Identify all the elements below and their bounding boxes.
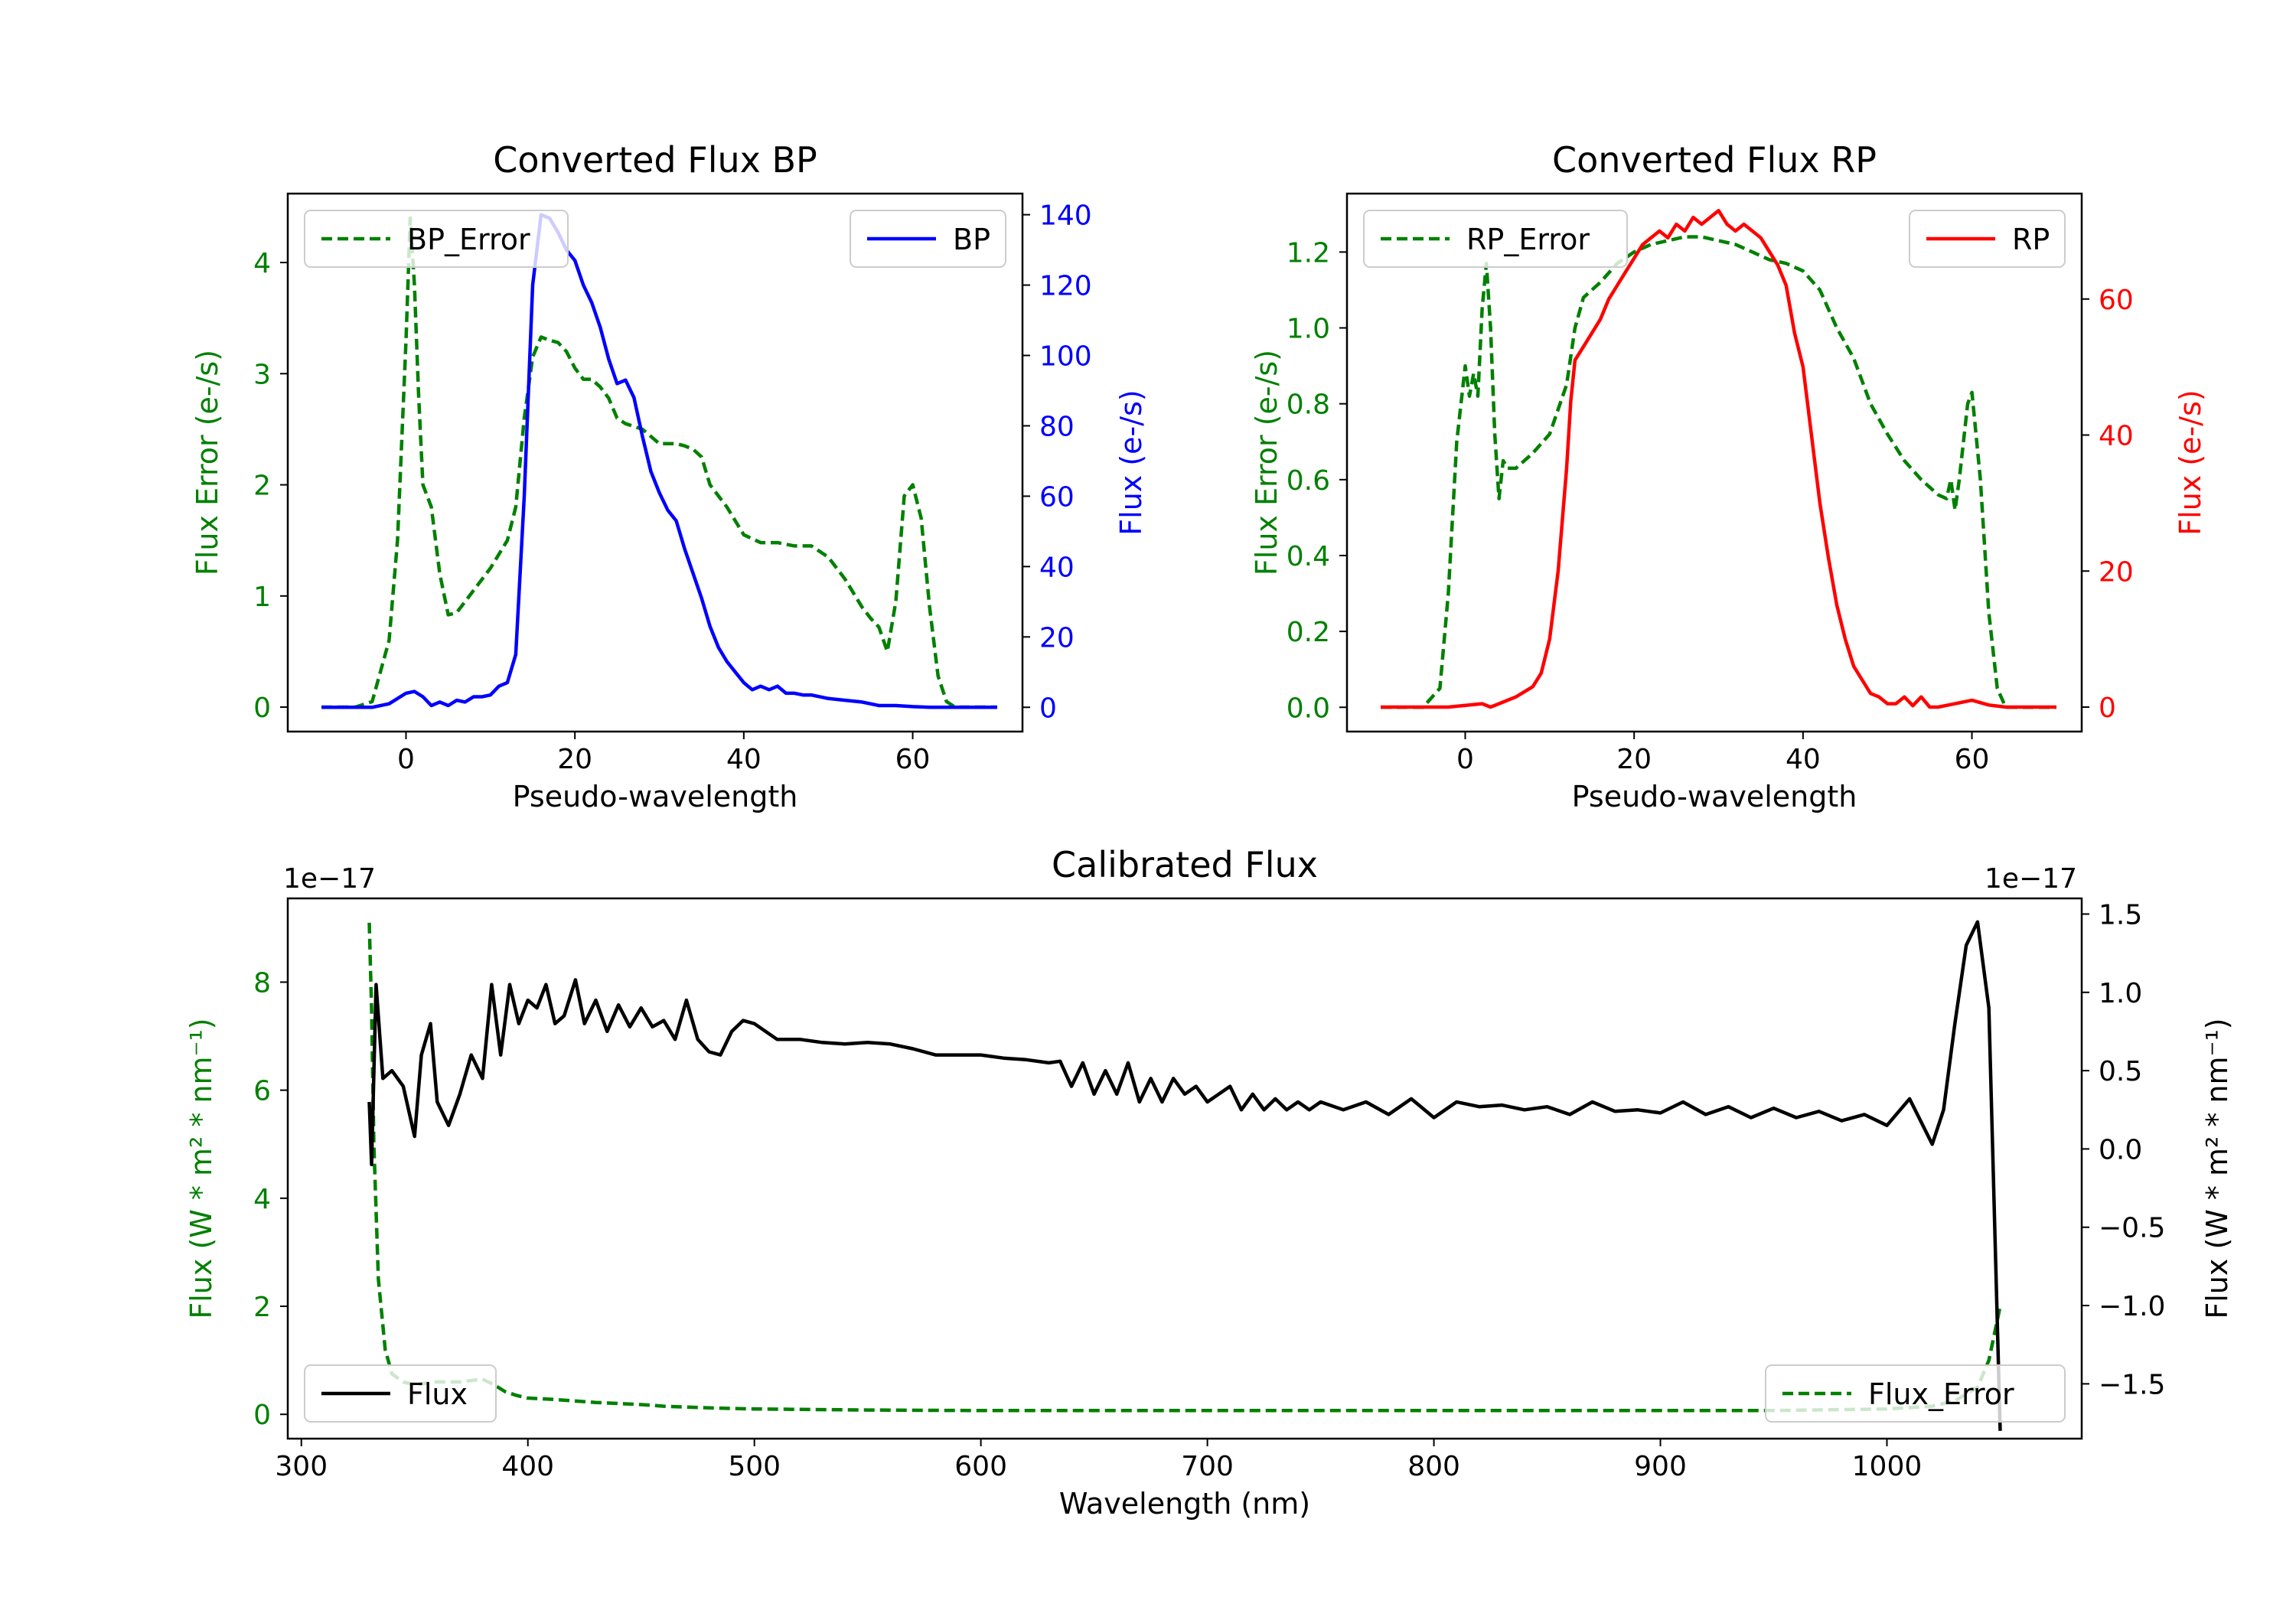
legend-box	[304, 1364, 497, 1423]
right-y-tick-label: 140	[1039, 200, 1092, 232]
legend-box	[1363, 210, 1628, 268]
right-y-tick-label: 0.5	[2099, 1056, 2142, 1087]
left-y-tick-label: 3	[253, 359, 271, 390]
left-y-tick-label: 0.2	[1287, 617, 1330, 648]
right-y-tick-label: 40	[1039, 552, 1075, 583]
chart-bp: 0 20 40 60Pseudo-wavelength0123402040608010…	[191, 139, 1148, 813]
x-tick-label: 40	[726, 744, 762, 775]
x-tick-label: 700	[1181, 1451, 1234, 1482]
right-y-tick-label: 20	[2099, 556, 2134, 588]
x-axis-label: Pseudo-wavelength	[1572, 780, 1857, 813]
left-y-tick-label: 4	[253, 248, 271, 279]
left-y-axis-label: Flux Error (e-/s)	[191, 350, 224, 575]
x-tick-label: 60	[1955, 744, 1990, 775]
right-y-tick-label: 80	[1039, 411, 1075, 442]
series-flux-line	[367, 920, 2002, 1431]
right-y-tick-label: 1.5	[2099, 899, 2142, 931]
series-rp-line	[1381, 208, 2056, 709]
right-y-tick-label: 100	[1039, 341, 1092, 372]
x-tick-label: 40	[1786, 744, 1821, 775]
right-y-tick-label: −0.5	[2099, 1213, 2165, 1244]
left-y-tick-label: 0	[253, 693, 271, 724]
left-y-tick-label: 1.0	[1287, 314, 1330, 345]
legend-bp: BP	[850, 210, 1006, 268]
right-y-tick-label: 120	[1039, 271, 1092, 302]
x-tick-label: 600	[954, 1451, 1007, 1482]
legend-label: RP_Error	[1466, 223, 1590, 256]
x-tick-label: 500	[728, 1451, 781, 1482]
x-axis-label: Pseudo-wavelength	[513, 780, 798, 813]
right-axis-multiplier: 1e−17	[1985, 863, 2077, 895]
chart-title: Calibrated Flux	[1052, 844, 1318, 885]
x-tick-label: 900	[1634, 1451, 1687, 1482]
right-y-tick-label: 0	[2099, 693, 2116, 724]
x-tick-label: 20	[1616, 744, 1652, 775]
legend-label: RP	[2012, 223, 2050, 256]
legend-bp-error: BP_Error	[304, 210, 569, 268]
series-bp-line	[321, 213, 997, 709]
legend-box	[304, 210, 569, 268]
axes-frame	[1345, 192, 2083, 733]
left-y-tick-label: 1	[253, 582, 271, 613]
right-y-axis-label: Flux (W * m² * nm⁻¹)	[2200, 1018, 2234, 1319]
left-y-tick-label: 4	[253, 1184, 271, 1215]
x-tick-label: 20	[557, 744, 592, 775]
chart-title: Converted Flux RP	[1552, 139, 1877, 181]
x-tick-label: 60	[895, 744, 931, 775]
left-y-tick-label: 2	[253, 471, 271, 502]
axes-frame	[286, 192, 1024, 733]
left-y-axis-label: Flux (W * m² * nm⁻¹)	[184, 1018, 218, 1319]
legend-label: Flux	[407, 1377, 468, 1411]
series-bp-error-line	[321, 216, 997, 709]
right-y-tick-label: 40	[2099, 421, 2134, 452]
right-y-tick-label: 0	[1039, 693, 1057, 724]
chart-rp: 0 20 40 60 Pseudo-wavelength 0.0 0.2 0.4 0.6 0.8 1…	[1250, 139, 2207, 813]
right-y-tick-label: 0.0	[2099, 1134, 2142, 1165]
left-y-tick-label: 0.8	[1287, 390, 1330, 421]
x-tick-label: 1000	[1852, 1451, 1923, 1482]
chart-title: Converted Flux BP	[493, 139, 817, 181]
legend-label: Flux_Error	[1868, 1377, 2014, 1411]
left-y-tick-label: 0.6	[1287, 465, 1330, 497]
legend-flux-error: Flux_Error	[1765, 1364, 2066, 1423]
left-y-axis-label: Flux Error (e-/s)	[1250, 350, 1283, 575]
legend-label: BP	[953, 223, 990, 256]
right-y-tick-label: 60	[2099, 285, 2134, 316]
right-y-axis-label: Flux (e-/s)	[2174, 390, 2207, 535]
axes-frame	[286, 897, 2083, 1440]
right-y-tick-label: 1.0	[2099, 978, 2142, 1009]
right-y-tick-label: 60	[1039, 481, 1075, 513]
x-axis-label: Wavelength (nm)	[1059, 1487, 1310, 1521]
right-y-tick-label: 20	[1039, 622, 1075, 654]
left-axis-multiplier: 1e−17	[283, 863, 376, 895]
x-tick-label: 0	[397, 744, 415, 775]
legend-rp-error: RP_Error	[1363, 210, 1628, 268]
left-y-tick-label: 0	[253, 1400, 271, 1431]
x-tick-label: 800	[1407, 1451, 1460, 1482]
legend-flux: Flux	[304, 1364, 497, 1423]
series-rp-error-line	[1381, 235, 2056, 709]
x-tick-label: 400	[501, 1451, 554, 1482]
legend-label: BP_Error	[407, 223, 530, 256]
x-tick-label: 0	[1456, 744, 1474, 775]
right-y-axis-label: Flux (e-/s)	[1114, 390, 1148, 535]
legend-box	[1765, 1364, 2066, 1423]
left-y-tick-label: 0.0	[1287, 693, 1330, 724]
left-y-tick-label: 6	[253, 1076, 271, 1107]
left-y-tick-label: 1.2	[1287, 237, 1330, 269]
chart-cal: 300 400 500 600 700 800 900 1000 Wavelength (nm)…	[184, 844, 2234, 1521]
left-y-tick-label: 0.4	[1287, 541, 1330, 572]
left-y-tick-label: 2	[253, 1292, 271, 1323]
left-y-tick-label: 8	[253, 967, 271, 999]
x-tick-label: 300	[275, 1451, 328, 1482]
legend-rp: RP	[1909, 210, 2066, 268]
series-flux-error-line	[367, 922, 2002, 1413]
right-y-tick-label: −1.0	[2099, 1291, 2165, 1322]
right-y-tick-label: −1.5	[2099, 1369, 2165, 1400]
